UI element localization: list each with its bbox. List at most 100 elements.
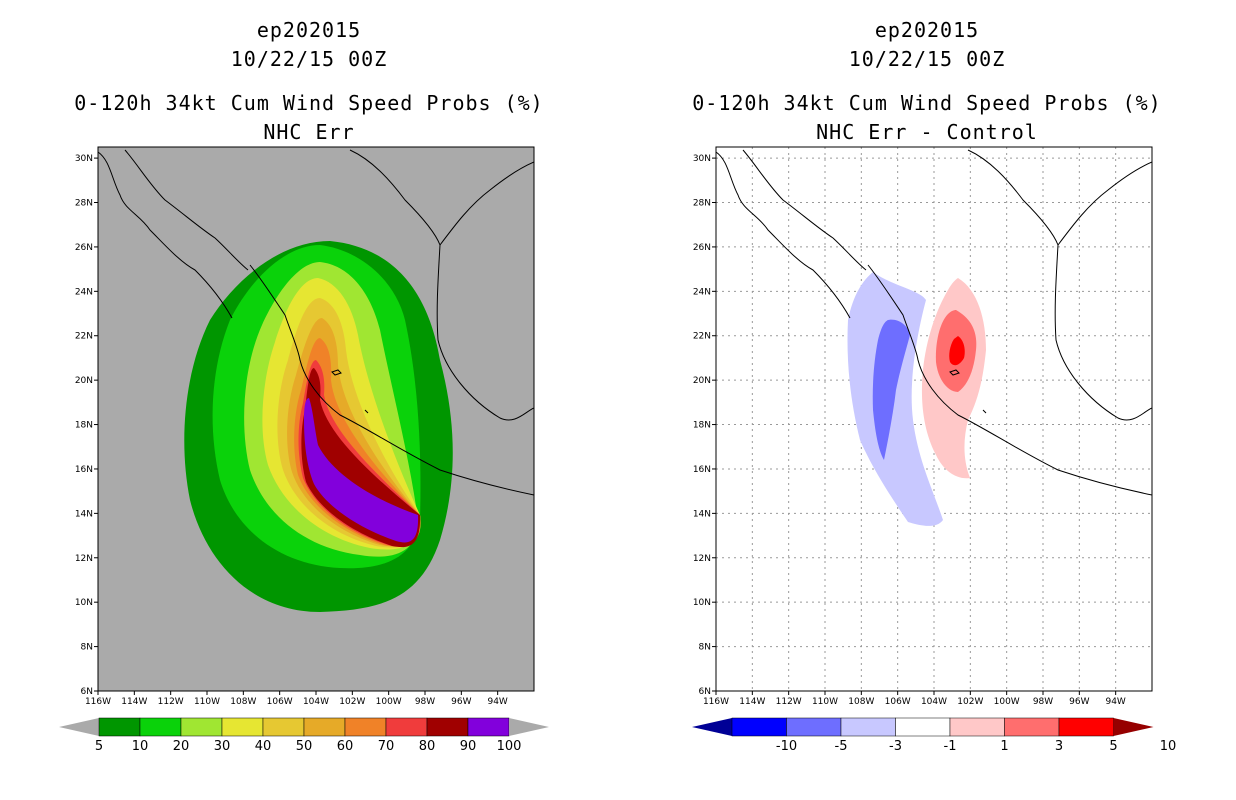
baja-coast-east-r (742, 149, 867, 271)
lon-label: 100W (376, 697, 402, 707)
right-date: 10/22/15 00Z (848, 47, 1006, 71)
left-axis-ticks: 30N 28N 26N 24N 22N 20N 18N 16N 14N 12N 10N 8N 6N116… (75, 154, 508, 707)
lat-label: 22N (693, 332, 711, 342)
right-product-title: 0-120h 34kt Cum Wind Speed Probs (%) (692, 91, 1162, 115)
colorbar-label: 1 (1000, 739, 1008, 754)
colorbar-label: -3 (889, 739, 902, 754)
lat-label: 30N (75, 154, 93, 164)
lon-label: 116W (703, 697, 729, 707)
lat-label: 8N (81, 643, 93, 653)
lat-label: 22N (75, 332, 93, 342)
left-map-svg: 30N 28N 26N 24N 22N 20N 18N 16N 14N 12N 10N 8N 6N116… (59, 146, 549, 754)
lat-label: 26N (75, 243, 93, 253)
colorbar-swatch (731, 717, 787, 737)
lat-label: 10N (75, 598, 93, 608)
colorbar-label: 70 (378, 739, 395, 754)
left-coastlines (98, 149, 534, 496)
colorbar-swatch (467, 717, 510, 737)
left-subtitle: NHC Err (263, 120, 355, 144)
lon-label: 116W (85, 697, 111, 707)
mainland-coast-r (867, 264, 1152, 496)
colorbar-label: 30 (214, 739, 231, 754)
lon-label: 102W (957, 697, 983, 707)
colorbar-label: 90 (460, 739, 477, 754)
colorbar-swatch (344, 717, 387, 737)
colorbar-swatch (139, 717, 182, 737)
lat-label: 10N (693, 598, 711, 608)
pos-5-to-10 (949, 336, 965, 366)
left-product-title: 0-120h 34kt Cum Wind Speed Probs (%) (74, 91, 544, 115)
lat-label: 20N (75, 376, 93, 386)
lon-label: 108W (230, 697, 256, 707)
colorbar-swatch (840, 717, 896, 737)
lon-label: 94W (1105, 697, 1125, 707)
lat-label: 18N (75, 421, 93, 431)
lat-label: 28N (75, 199, 93, 209)
lon-label: 94W (487, 697, 507, 707)
gulf-coast-r (967, 149, 1152, 421)
islands (331, 369, 369, 414)
lat-label: 14N (693, 509, 711, 519)
colorbar-label: 50 (296, 739, 313, 754)
colorbar-swatch (895, 717, 951, 737)
lon-label: 102W (339, 697, 365, 707)
colorbar-over-arrow (509, 718, 549, 736)
lon-label: 114W (739, 697, 765, 707)
colorbar-label: 5 (1109, 739, 1117, 754)
lon-label: 112W (776, 697, 802, 707)
left-probability-contours (184, 241, 453, 612)
colorbar-label: 100 (497, 739, 522, 754)
colorbar-swatch (98, 717, 141, 737)
lon-label: 106W (267, 697, 293, 707)
lon-label: 108W (848, 697, 874, 707)
colorbar-label: -10 (776, 739, 797, 754)
lat-label: 16N (693, 465, 711, 475)
lon-label: 114W (121, 697, 147, 707)
lat-label: 30N (693, 154, 711, 164)
colorbar-swatch (180, 717, 223, 737)
left-date: 10/22/15 00Z (230, 47, 388, 71)
colorbar-swatch (949, 717, 1005, 737)
lat-label: 8N (699, 643, 711, 653)
right-difference-contours (847, 272, 986, 526)
colorbar-label: 5 (95, 739, 103, 754)
lat-label: 26N (693, 243, 711, 253)
colorbar-swatch (1058, 717, 1114, 737)
contour-100 (304, 398, 419, 543)
lat-label: 28N (693, 199, 711, 209)
colorbar-label: 60 (337, 739, 354, 754)
lat-label: 16N (75, 465, 93, 475)
lon-label: 104W (303, 697, 329, 707)
lat-label: 12N (75, 554, 93, 564)
texas-coast-r (1057, 161, 1152, 246)
neg-3-to-5 (872, 319, 910, 460)
colorbar-under-arrow (692, 718, 732, 736)
right-colorbar: -10 -5 -3 -1 1 3 5 10 (692, 717, 1176, 754)
lon-label: 98W (415, 697, 435, 707)
right-map-panel: ep202015 10/22/15 00Z 0-120h 34kt Cum Wi… (618, 0, 1236, 800)
colorbar-label: -5 (835, 739, 848, 754)
left-storm-id: ep202015 (256, 18, 362, 42)
colorbar-swatch (426, 717, 469, 737)
colorbar-under-arrow (59, 718, 99, 736)
lon-label: 98W (1033, 697, 1053, 707)
lon-label: 100W (994, 697, 1020, 707)
colorbar-label: 3 (1055, 739, 1063, 754)
lon-label: 112W (158, 697, 184, 707)
lat-label: 12N (693, 554, 711, 564)
texas-coast (439, 161, 534, 246)
right-coastlines (716, 149, 1152, 496)
right-axis-ticks: 30N 28N 26N 24N 22N 20N 18N 16N 14N 12N 10N 8N 6N116… (693, 154, 1126, 707)
right-subtitle: NHC Err - Control (816, 120, 1038, 144)
lon-label: 110W (194, 697, 220, 707)
baja-coast-east (124, 149, 249, 271)
lat-label: 18N (693, 421, 711, 431)
neg-1-to-3 (847, 272, 943, 526)
lon-label: 106W (885, 697, 911, 707)
lat-label: 24N (693, 287, 711, 297)
baja-coast-west (98, 151, 233, 319)
left-colorbar: 5 10 20 30 40 50 60 70 80 90 100 (59, 717, 549, 754)
lat-label: 24N (75, 287, 93, 297)
lon-label: 96W (1069, 697, 1089, 707)
colorbar-swatch (786, 717, 842, 737)
